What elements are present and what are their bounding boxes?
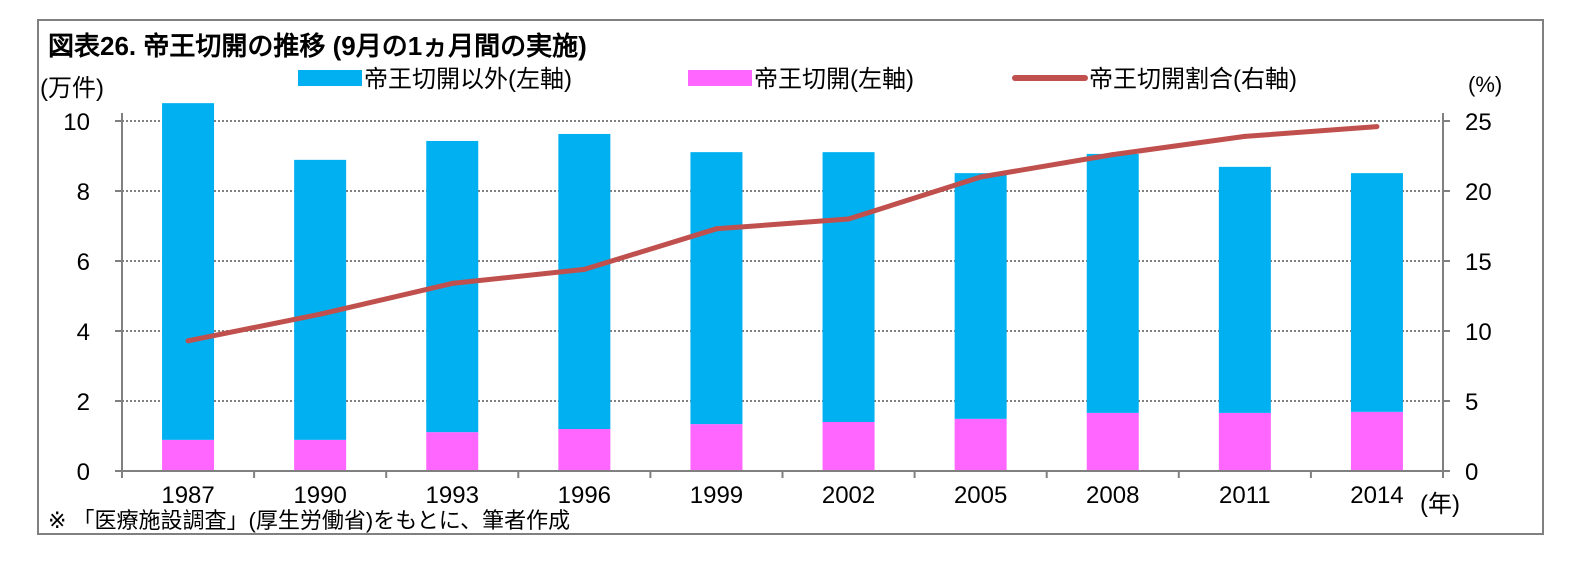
x-tick-label: 2005 [954,482,1007,509]
legend-swatch [298,70,362,86]
bar-non-cesarean [558,133,611,429]
x-tick-label: 1999 [690,482,743,509]
right-tick-label: 0 [1465,459,1478,486]
line-point [1110,152,1116,158]
bar-cesarean [954,418,1007,471]
right-tick-label: 15 [1465,249,1492,276]
bar-non-cesarean [690,152,743,425]
left-axis-label: (万件) [40,75,104,102]
bar-cesarean [690,424,743,471]
bar-non-cesarean [1350,173,1403,412]
bar-cesarean [822,422,875,471]
x-tick-label: 2014 [1350,482,1403,509]
x-tick-label: 1993 [426,482,479,509]
left-tick-label: 0 [77,459,90,486]
right-tick-label: 5 [1465,389,1478,416]
bar-cesarean [558,429,611,471]
x-tick-label: 1996 [558,482,611,509]
line-point [1242,133,1248,139]
left-tick-label: 8 [77,179,90,206]
bar-non-cesarean [294,159,347,440]
legend-label: 帝王切開以外(左軸) [364,66,572,93]
right-tick-label: 10 [1465,319,1492,346]
bar-non-cesarean [1218,166,1271,413]
x-tick-label: 2008 [1086,482,1139,509]
bar-non-cesarean [954,173,1007,419]
left-tick-label: 6 [77,249,90,276]
legend-item: 帝王切開以外(左軸) [298,66,572,93]
bar-cesarean [1218,412,1271,471]
line-point [978,174,984,180]
bar-cesarean [1350,411,1403,471]
left-tick-label: 2 [77,389,90,416]
line-point [846,216,852,222]
legend-item: 帝王切開(左軸) [688,66,914,93]
bar-cesarean [426,432,479,471]
bar-cesarean [1086,412,1139,471]
legend-label: 帝王切開割合(右軸) [1089,66,1297,93]
chart-frame [37,19,1544,535]
right-axis-label: (%) [1468,72,1502,97]
legend-swatch [688,70,752,86]
source-note: ※ 「医療施設調査」(厚生労働省)をもとに、筆者作成 [48,508,570,533]
x-tick-label: 1987 [161,482,214,509]
x-tick-label: 2011 [1219,482,1271,509]
x-tick-label: 1990 [293,482,346,509]
legend-label: 帝王切開(左軸) [754,66,914,93]
left-tick-label: 4 [77,319,90,346]
line-point [713,226,719,232]
line-point [185,338,191,344]
bar-cesarean [162,439,215,471]
right-tick-label: 25 [1465,109,1492,136]
left-tick-label: 10 [63,109,90,136]
x-axis-label: (年) [1420,491,1460,518]
line-point [449,280,455,286]
legend-item: 帝王切開割合(右軸) [1012,66,1297,93]
x-tick-label: 2002 [822,482,875,509]
right-tick-label: 20 [1465,179,1492,206]
chart-title: 図表26. 帝王切開の推移 (9月の1ヵ月間の実施) [48,31,587,61]
bar-non-cesarean [1086,153,1139,413]
bar-cesarean [294,439,347,471]
line-point [581,266,587,272]
line-point [317,311,323,317]
line-point [1374,124,1380,130]
line-series [187,124,1378,344]
bar-non-cesarean [162,103,215,440]
bar-non-cesarean [822,152,875,422]
